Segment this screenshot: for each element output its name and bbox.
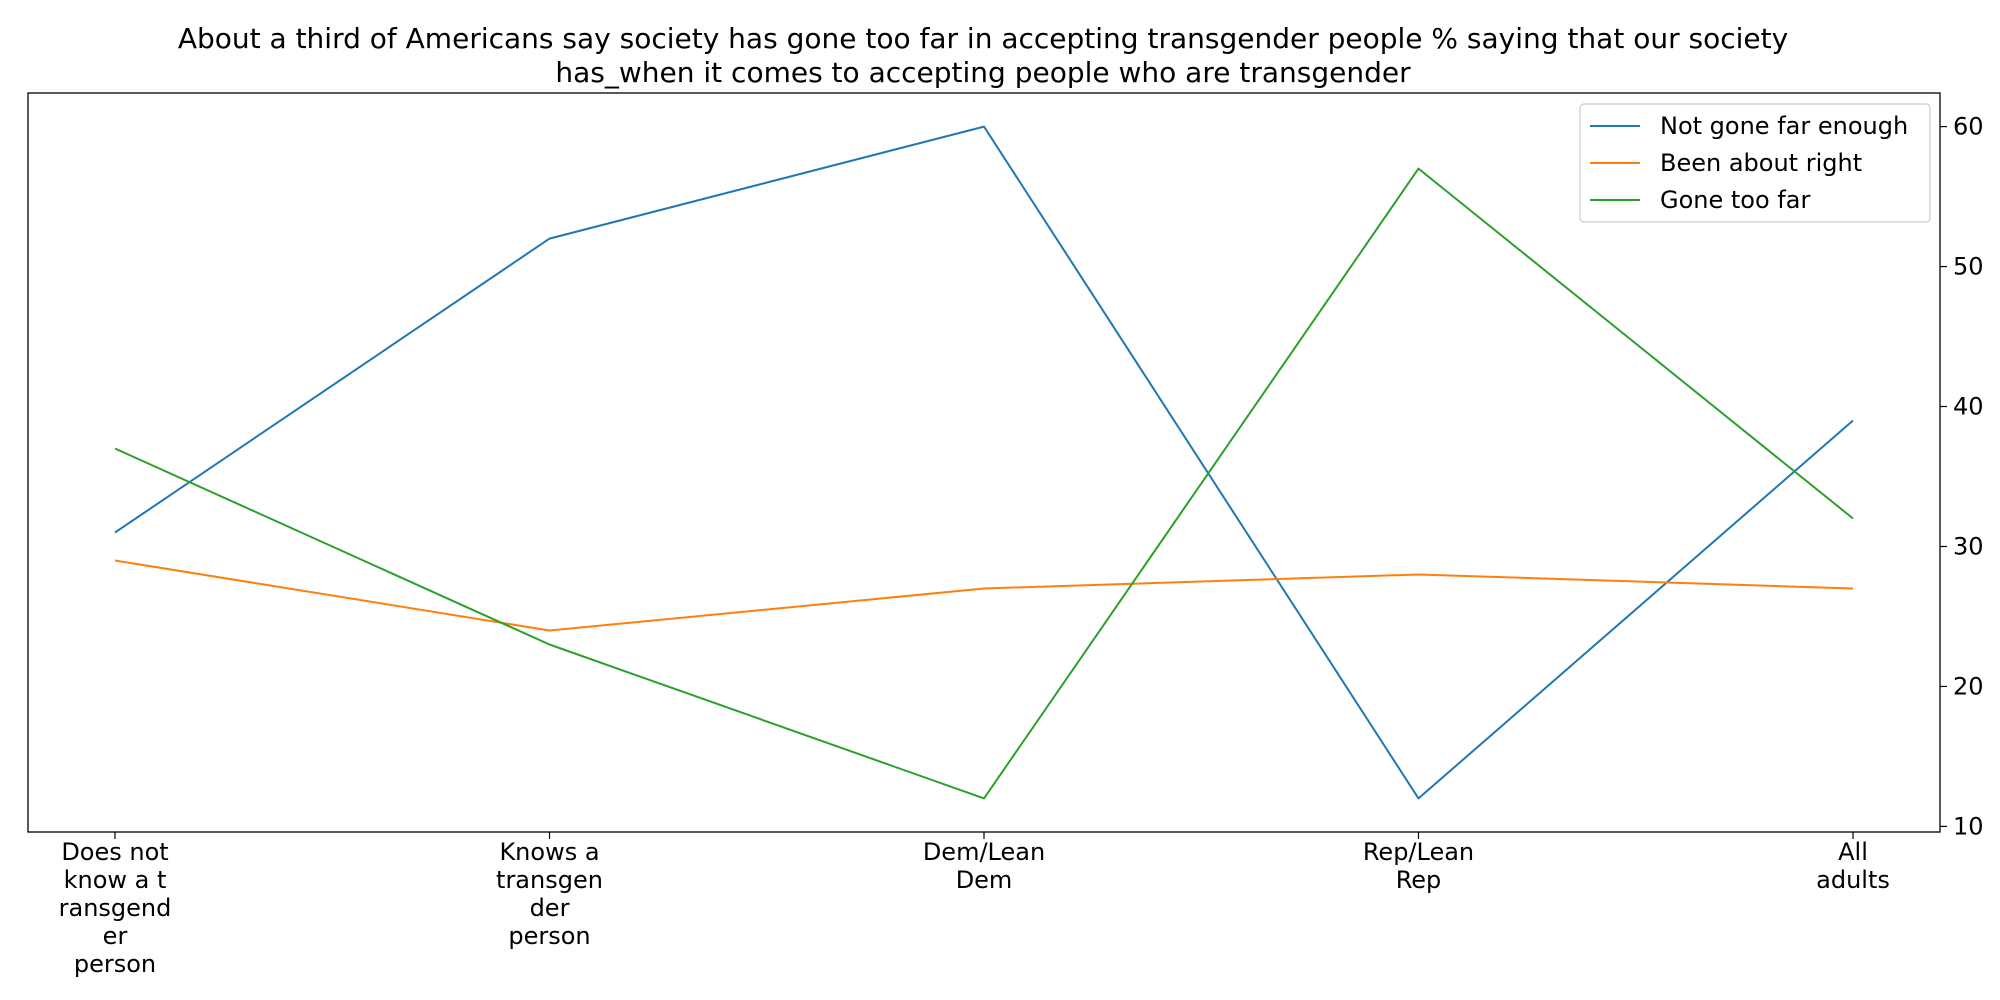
legend-box — [1579, 103, 1931, 223]
x-tick-label: Dem/Lean Dem — [923, 838, 1045, 894]
x-tick-label-line: person — [508, 922, 590, 950]
series-line-3 — [114, 167, 1854, 800]
x-tick-label-line: Does not — [61, 838, 168, 866]
y-tick-label: 40 — [1953, 393, 1984, 421]
x-tick-label: Does not know a t ransgend er person — [59, 838, 172, 978]
x-tick-label-line: Dem/Lean — [923, 838, 1045, 866]
y-tick-label: 60 — [1953, 113, 1984, 141]
x-tick-label-line: Rep/Lean — [1363, 838, 1474, 866]
x-tick-label: Rep/Lean Rep — [1363, 838, 1474, 894]
series-line-1 — [114, 125, 1854, 800]
x-tick-label-line: Knows a — [499, 838, 599, 866]
chart-title: About a third of Americans say society h… — [178, 22, 1788, 89]
y-tick-label: 20 — [1953, 672, 1984, 700]
y-tick-label: 10 — [1953, 812, 1984, 840]
legend-label: Gone too far — [1660, 186, 1810, 214]
x-tick-label-line: adults — [1816, 866, 1890, 894]
x-tick-label-line: er — [103, 922, 128, 950]
y-axis-ticks: 10 20 30 40 50 60 — [1940, 113, 1984, 840]
x-tick-label: All adults — [1816, 838, 1890, 894]
legend-label: Been about right — [1660, 149, 1862, 177]
legend-label: Not gone far enough — [1660, 112, 1908, 140]
x-tick-label-line: der — [530, 894, 570, 922]
y-tick-label: 50 — [1953, 253, 1984, 281]
x-tick-label-line: Dem — [956, 866, 1013, 894]
series-lines — [114, 125, 1854, 800]
chart-title-line: has_when it comes to accepting people wh… — [555, 56, 1411, 89]
x-tick-label-line: person — [74, 950, 156, 978]
legend: Not gone far enough Been about right Gone … — [1579, 103, 1931, 223]
series-line-2 — [114, 559, 1854, 632]
chart-title-line: About a third of Americans say society h… — [178, 22, 1788, 55]
x-tick-label: Knows a transgen der person — [496, 838, 603, 950]
x-tick-label-line: Rep — [1396, 866, 1442, 894]
y-tick-label: 30 — [1953, 532, 1984, 560]
x-tick-label-line: All — [1838, 838, 1868, 866]
x-tick-label-line: transgen — [496, 866, 603, 894]
x-tick-label-line: know a t — [64, 866, 167, 894]
x-tick-label-line: ransgend — [59, 894, 172, 922]
